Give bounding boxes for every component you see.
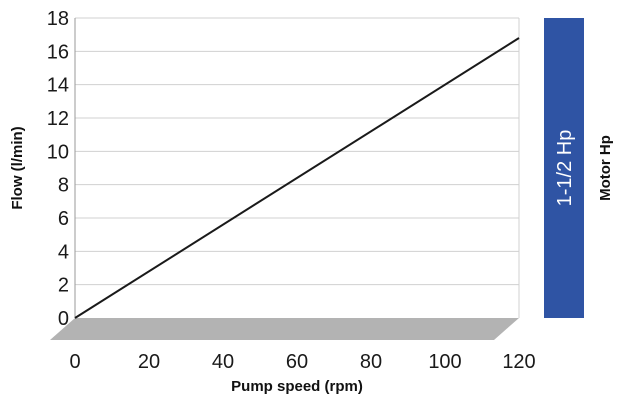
motor-hp-title: Motor Hp (597, 135, 614, 201)
y-tick-label: 0 (58, 308, 69, 330)
x-tick-label: 0 (69, 351, 80, 373)
y-tick-label: 6 (58, 208, 69, 230)
y-tick-label: 8 (58, 175, 69, 197)
x-tick-label: 120 (502, 351, 535, 373)
flow-series-line (74, 37, 520, 319)
motor-hp-bar-label: 1-1/2 Hp (554, 130, 576, 207)
x-tick-label: 80 (360, 351, 382, 373)
x-axis-title: Pump speed (rpm) (231, 378, 363, 395)
y-tick-label: 2 (58, 275, 69, 297)
y-tick-label: 16 (47, 41, 69, 63)
y-tick-label: 10 (47, 141, 69, 163)
x-tick-label: 60 (286, 351, 308, 373)
x-tick-label: 100 (428, 351, 461, 373)
y-tick-label: 4 (58, 241, 69, 263)
motor-hp-bar (544, 18, 584, 318)
chart-floor (50, 318, 519, 340)
x-tick-label: 20 (138, 351, 160, 373)
y-axis-title: Flow (l/min) (9, 126, 26, 209)
y-tick-label: 14 (47, 75, 69, 97)
y-tick-label: 12 (47, 108, 69, 130)
x-tick-label: 40 (212, 351, 234, 373)
y-tick-label: 18 (47, 8, 69, 30)
